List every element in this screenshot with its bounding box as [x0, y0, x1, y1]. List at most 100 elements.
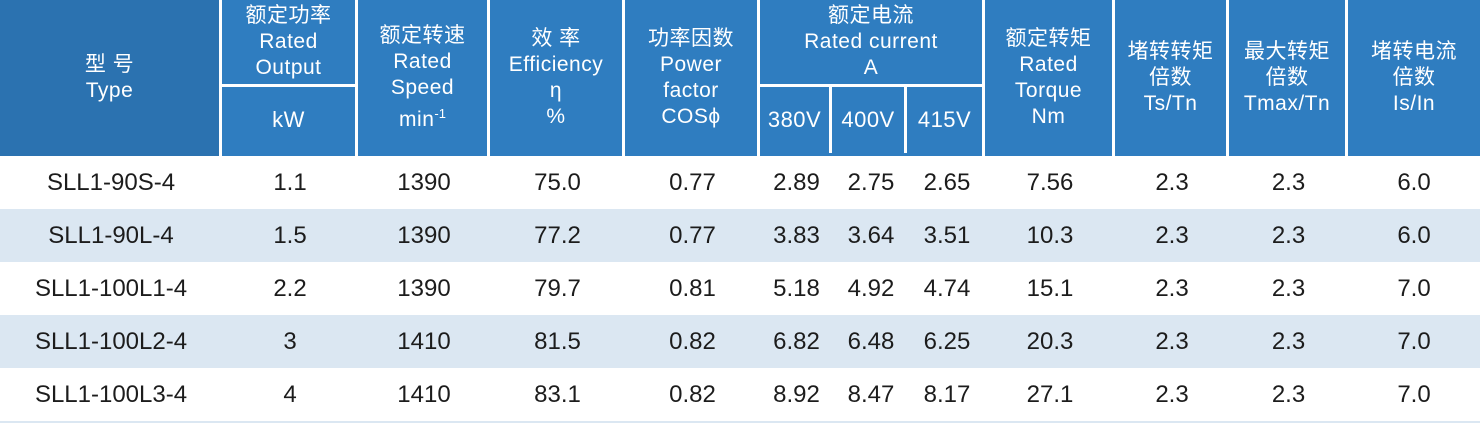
speed-cell: 1390 [397, 168, 451, 196]
label-400v: 400V [841, 107, 895, 132]
col-header-rated-speed: 额定转速 Rated Speed min-1 [358, 0, 490, 156]
locked-torque-ratio: Ts/Tn [1143, 92, 1198, 115]
rated-speed-unit-base: min [399, 108, 435, 131]
is-in-cell: 7.0 [1397, 380, 1431, 408]
label-380v: 380V [767, 107, 822, 132]
kw-cell: 1.5 [273, 221, 307, 249]
current-415v-cell: 8.17 [923, 380, 971, 408]
col-header-efficiency: 效 率 Efficiency η % [490, 0, 625, 156]
kw-cell: 2.2 [273, 274, 307, 302]
kw-cell: 1.1 [273, 168, 307, 196]
table-row: SLL1-90S-4 1.1 1390 75.0 0.77 2.89 2.75 … [0, 156, 1480, 209]
current-400v-cell: 4.92 [847, 274, 895, 302]
rated-speed-unit-sup: -1 [434, 106, 446, 121]
col-header-rated-output: 额定功率 Rated Output kW [222, 0, 358, 156]
power-factor-cell: 0.82 [669, 327, 716, 355]
efficiency-cell: 79.7 [534, 274, 581, 302]
rated-torque-zh: 额定转矩 [1005, 27, 1092, 50]
table-row: SLL1-100L1-4 2.2 1390 79.7 0.81 5.18 4.9… [0, 262, 1480, 315]
rated-speed-unit: min-1 [358, 101, 487, 133]
current-380v-cell: 5.18 [773, 274, 820, 302]
power-factor-en1: Power [659, 53, 723, 76]
rated-output-en1: Rated [259, 30, 318, 53]
ts-tn-cell: 2.3 [1155, 221, 1189, 249]
table-header-row: 型 号 Type 额定功率 Rated Output kW 额定转速 Rated… [0, 0, 1480, 156]
efficiency-cell: 75.0 [534, 168, 581, 196]
rated-speed-en1: Rated [393, 50, 452, 73]
current-415v-cell: 2.65 [923, 168, 971, 196]
locked-current-zh1: 堵转电流 [1371, 40, 1457, 63]
speed-cell: 1410 [397, 327, 451, 355]
current-415v-cell: 4.74 [923, 274, 971, 302]
power-factor-cell: 0.82 [669, 380, 716, 408]
locked-current-zh2: 倍数 [1392, 66, 1436, 89]
power-factor-cell: 0.77 [669, 168, 716, 196]
rated-torque-en2: Torque [1014, 79, 1083, 102]
rated-current-unit: A [863, 56, 879, 79]
speed-cell: 1410 [397, 380, 451, 408]
is-in-cell: 7.0 [1397, 274, 1431, 302]
efficiency-cell: 77.2 [534, 221, 581, 249]
efficiency-unit: % [546, 105, 566, 128]
torque-cell: 15.1 [1026, 274, 1074, 302]
model-cell: SLL1-100L3-4 [34, 380, 188, 408]
col-header-rated-current: 额定电流 Rated current A 380V 400V 415V [760, 0, 985, 156]
locked-current-ratio: Is/In [1392, 92, 1436, 115]
col-header-rated-torque: 额定转矩 Rated Torque Nm [985, 0, 1115, 156]
rated-torque-en1: Rated [1019, 53, 1078, 76]
model-cell: SLL1-100L1-4 [34, 274, 188, 302]
model-cell: SLL1-100L2-4 [34, 327, 188, 355]
current-400v-cell: 2.75 [847, 168, 895, 196]
col-header-type-zh: 型 号 [84, 53, 135, 76]
col-header-rated-output-label: 额定功率 Rated Output [222, 0, 355, 87]
col-header-type-en: Type [85, 79, 134, 102]
torque-cell: 7.56 [1026, 168, 1074, 196]
power-factor-cell: 0.77 [669, 221, 716, 249]
tmax-tn-cell: 2.3 [1271, 274, 1306, 302]
torque-cell: 10.3 [1026, 221, 1074, 249]
max-torque-zh1: 最大转矩 [1244, 40, 1330, 63]
efficiency-cell: 81.5 [534, 327, 581, 355]
is-in-cell: 7.0 [1397, 327, 1431, 355]
col-header-max-torque: 最大转矩 倍数 Tmax/Tn [1229, 0, 1348, 156]
ts-tn-cell: 2.3 [1155, 327, 1189, 355]
kw-cell: 3 [283, 327, 297, 355]
col-header-380v: 380V [760, 87, 833, 153]
col-header-power-factor: 功率因数 Power factor COSϕ [625, 0, 760, 156]
rated-torque-unit: Nm [1031, 105, 1066, 128]
power-factor-zh: 功率因数 [648, 27, 734, 50]
current-400v-cell: 3.64 [847, 221, 895, 249]
rated-output-zh: 额定功率 [245, 4, 332, 27]
is-in-cell: 6.0 [1397, 168, 1431, 196]
ts-tn-cell: 2.3 [1155, 274, 1189, 302]
locked-torque-zh2: 倍数 [1149, 66, 1192, 89]
efficiency-symbol: η [549, 79, 563, 102]
col-header-locked-rotor-current: 堵转电流 倍数 Is/In [1348, 0, 1480, 156]
power-factor-en2: factor [663, 79, 719, 102]
kw-cell: 4 [283, 380, 297, 408]
max-torque-ratio: Tmax/Tn [1243, 92, 1331, 115]
current-380v-cell: 6.82 [773, 327, 820, 355]
is-in-cell: 6.0 [1397, 221, 1431, 249]
tmax-tn-cell: 2.3 [1271, 380, 1306, 408]
rated-output-unit: kW [272, 107, 305, 132]
torque-cell: 20.3 [1026, 327, 1074, 355]
table-row: SLL1-100L3-4 4 1410 83.1 0.82 8.92 8.47 … [0, 368, 1480, 421]
rated-current-en: Rated current [804, 30, 938, 53]
table-bottom-border [0, 421, 1480, 423]
model-cell: SLL1-90L-4 [48, 221, 174, 249]
speed-cell: 1390 [397, 221, 451, 249]
col-header-415v: 415V [907, 87, 982, 153]
current-400v-cell: 8.47 [847, 380, 895, 408]
model-cell: SLL1-90S-4 [46, 168, 176, 196]
power-factor-cell: 0.81 [669, 274, 716, 302]
rated-speed-en2: Speed [390, 76, 455, 99]
efficiency-en: Efficiency [508, 53, 604, 76]
max-torque-zh2: 倍数 [1265, 66, 1309, 89]
tmax-tn-cell: 2.3 [1271, 221, 1306, 249]
col-header-rated-current-label: 额定电流 Rated current A [760, 0, 982, 87]
table-row: SLL1-100L2-4 3 1410 81.5 0.82 6.82 6.48 … [0, 315, 1480, 368]
col-header-type: 型 号 Type [0, 0, 222, 156]
current-380v-cell: 8.92 [773, 380, 820, 408]
